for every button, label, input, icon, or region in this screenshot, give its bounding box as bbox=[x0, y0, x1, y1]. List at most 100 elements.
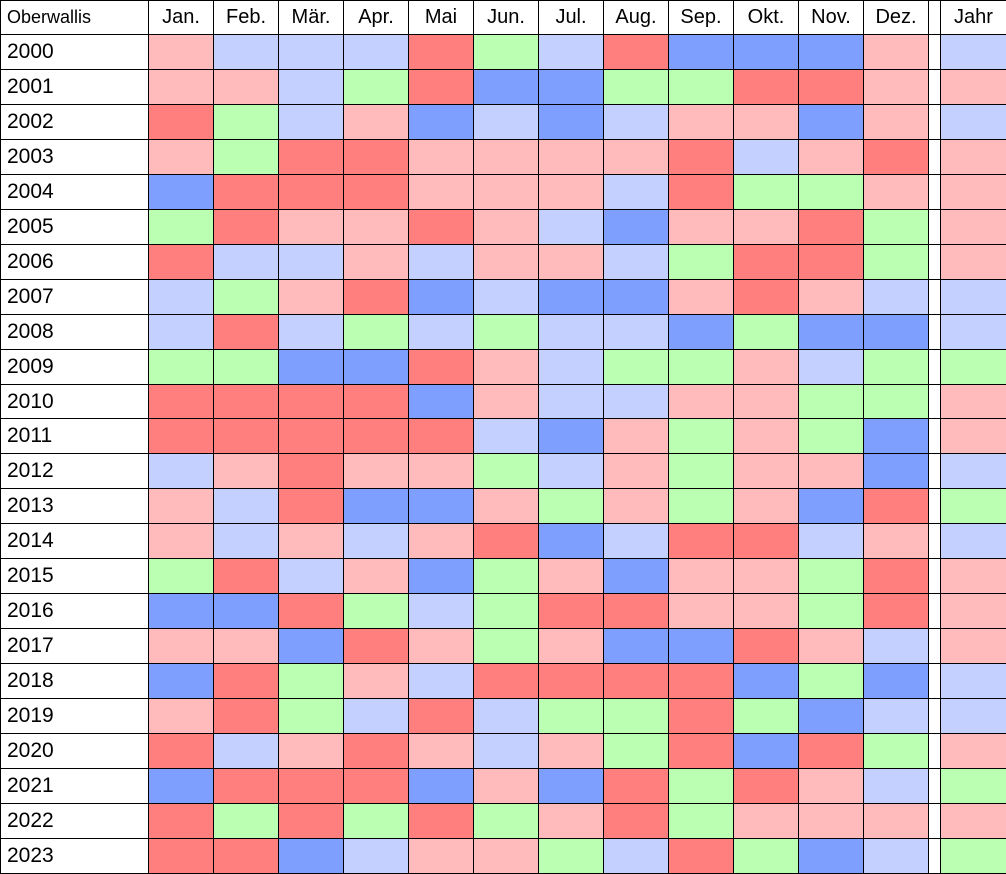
heatmap-cell bbox=[863, 663, 929, 700]
year-label: 2017 bbox=[0, 628, 149, 665]
annual-cell bbox=[940, 173, 1006, 210]
heatmap-cell bbox=[603, 768, 669, 804]
heatmap-cell bbox=[343, 802, 409, 839]
heatmap-cell bbox=[213, 523, 279, 560]
heatmap-cell bbox=[733, 68, 799, 105]
column-gap bbox=[928, 138, 941, 175]
heatmap-cell bbox=[473, 208, 539, 245]
heatmap-cell bbox=[148, 34, 214, 70]
heatmap-cell bbox=[278, 802, 344, 839]
heatmap-cell bbox=[408, 837, 474, 874]
heatmap-cell bbox=[733, 488, 799, 525]
heatmap-cell bbox=[863, 103, 929, 140]
table-row: 2010 bbox=[0, 383, 1006, 420]
table-row: 2020 bbox=[0, 733, 1006, 770]
heatmap-cell bbox=[148, 837, 214, 874]
annual-cell bbox=[940, 628, 1006, 665]
heatmap-cell bbox=[733, 698, 799, 735]
heatmap-cell bbox=[473, 348, 539, 385]
annual-cell bbox=[940, 34, 1006, 70]
heatmap-cell bbox=[278, 208, 344, 245]
heatmap-cell bbox=[148, 138, 214, 175]
heatmap-cell bbox=[733, 383, 799, 420]
heatmap-cell bbox=[863, 733, 929, 770]
heatmap-cell bbox=[733, 663, 799, 700]
heatmap-cell bbox=[473, 383, 539, 420]
heatmap-cell bbox=[538, 593, 604, 630]
heatmap-cell bbox=[343, 243, 409, 280]
heatmap-cell bbox=[148, 593, 214, 630]
table-row: 2001 bbox=[0, 68, 1006, 105]
heatmap-cell bbox=[213, 802, 279, 839]
heatmap-cell bbox=[603, 733, 669, 770]
heatmap-cell bbox=[213, 733, 279, 770]
heatmap-cell bbox=[473, 628, 539, 665]
heatmap-cell bbox=[863, 593, 929, 630]
heatmap-cell bbox=[538, 348, 604, 385]
heatmap-cell bbox=[148, 453, 214, 490]
heatmap-cell bbox=[538, 558, 604, 595]
heatmap-cell bbox=[148, 802, 214, 839]
heatmap-cell bbox=[863, 453, 929, 490]
month-header: Mär. bbox=[278, 0, 344, 35]
heatmap-cell bbox=[538, 243, 604, 280]
heatmap-cell bbox=[278, 418, 344, 455]
heatmap-cell bbox=[473, 558, 539, 595]
heatmap-cell bbox=[148, 488, 214, 525]
heatmap-cell bbox=[343, 523, 409, 560]
heatmap-cell bbox=[408, 313, 474, 350]
column-gap bbox=[928, 278, 941, 315]
heatmap-cell bbox=[213, 628, 279, 665]
heatmap-cell bbox=[733, 418, 799, 455]
heatmap-cell bbox=[408, 103, 474, 140]
heatmap-cell bbox=[213, 663, 279, 700]
heatmap-cell bbox=[473, 768, 539, 804]
table-row: 2009 bbox=[0, 348, 1006, 385]
heatmap-cell bbox=[603, 383, 669, 420]
month-header: Feb. bbox=[213, 0, 279, 35]
heatmap-cell bbox=[798, 698, 864, 735]
heatmap-cell bbox=[798, 628, 864, 665]
column-gap bbox=[928, 68, 941, 105]
heatmap-cell bbox=[733, 523, 799, 560]
heatmap-cell bbox=[148, 208, 214, 245]
annual-cell bbox=[940, 68, 1006, 105]
heatmap-cell bbox=[213, 68, 279, 105]
heatmap-cell bbox=[148, 768, 214, 804]
heatmap-cell bbox=[603, 173, 669, 210]
heatmap-cell bbox=[213, 488, 279, 525]
heatmap-cell bbox=[343, 348, 409, 385]
heatmap-cell bbox=[278, 348, 344, 385]
heatmap-cell bbox=[148, 173, 214, 210]
heatmap-cell bbox=[668, 418, 734, 455]
table-row: 2013 bbox=[0, 488, 1006, 525]
heatmap-cell bbox=[733, 628, 799, 665]
heatmap-cell bbox=[668, 173, 734, 210]
table-row: 2007 bbox=[0, 278, 1006, 315]
table-row: 2011 bbox=[0, 418, 1006, 455]
grid-body: 2000 2001 2002 2003 2004 2005 2006 2007 2008 2009… bbox=[0, 34, 1006, 874]
table-row: 2005 bbox=[0, 208, 1006, 245]
heatmap-cell bbox=[408, 173, 474, 210]
heatmap-cell bbox=[408, 383, 474, 420]
year-label: 2023 bbox=[0, 837, 149, 874]
heatmap-cell bbox=[668, 523, 734, 560]
heatmap-cell bbox=[473, 698, 539, 735]
month-header: Sep. bbox=[668, 0, 734, 35]
year-label: 2013 bbox=[0, 488, 149, 525]
heatmap-cell bbox=[213, 243, 279, 280]
column-gap bbox=[928, 313, 941, 350]
heatmap-cell bbox=[213, 313, 279, 350]
column-gap bbox=[928, 768, 941, 804]
column-gap bbox=[928, 523, 941, 560]
heatmap-cell bbox=[148, 523, 214, 560]
heatmap-cell bbox=[278, 768, 344, 804]
column-gap bbox=[928, 453, 941, 490]
heatmap-cell bbox=[278, 558, 344, 595]
year-label: 2018 bbox=[0, 663, 149, 700]
heatmap-cell bbox=[408, 663, 474, 700]
annual-cell bbox=[940, 593, 1006, 630]
heatmap-cell bbox=[343, 453, 409, 490]
heatmap-cell bbox=[213, 34, 279, 70]
heatmap-cell bbox=[408, 348, 474, 385]
